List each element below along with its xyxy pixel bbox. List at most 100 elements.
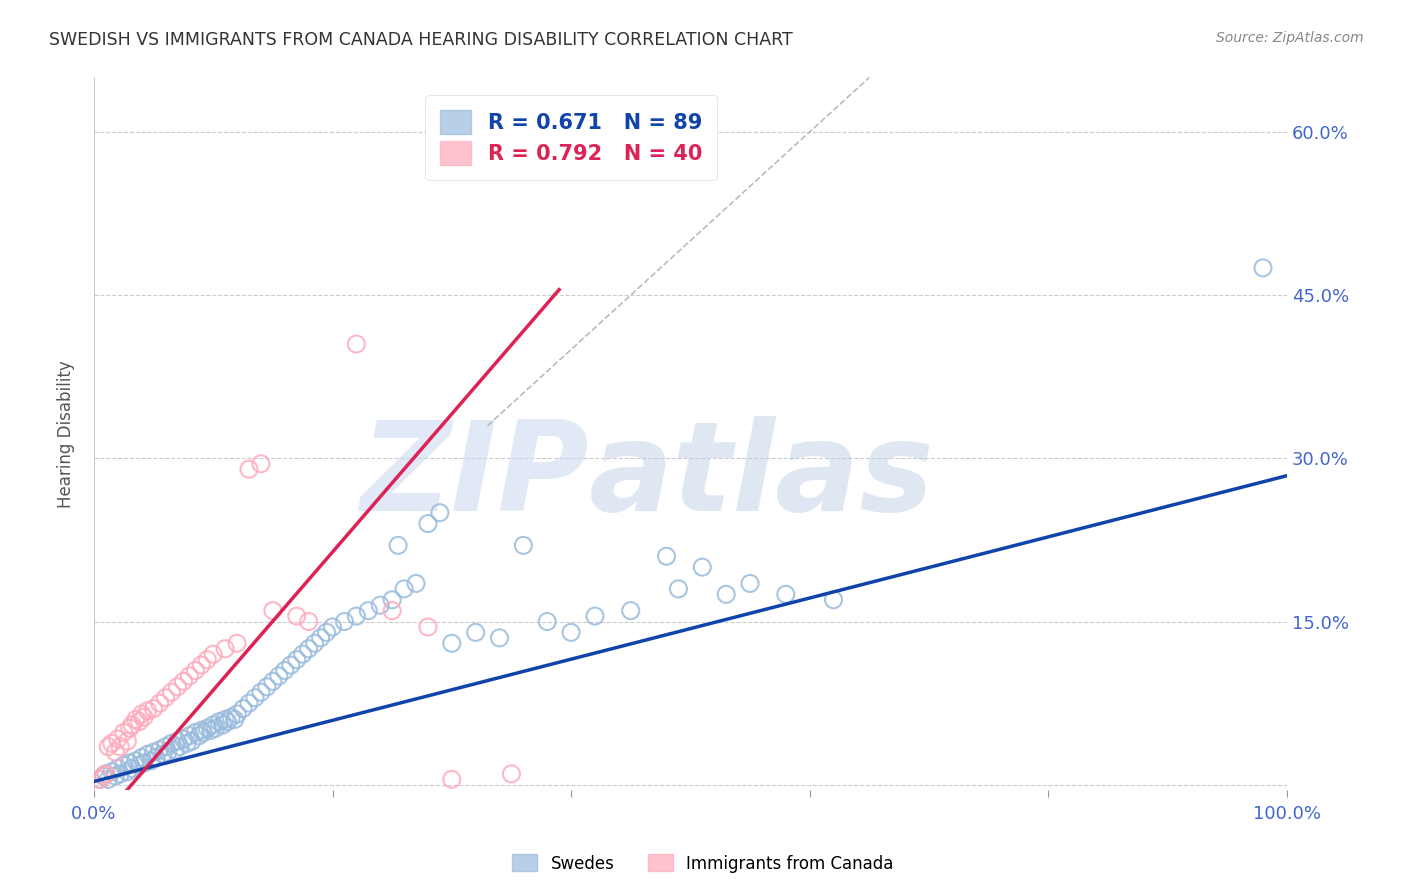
Point [280,658,302,673]
Point [321,620,343,634]
Point [775,587,797,601]
Point [93,769,115,783]
Point [104,769,127,783]
Point [112,758,135,772]
Point [200,723,222,738]
Point [121,718,143,732]
Point [655,549,678,564]
Point [344,609,367,624]
Point [125,713,148,727]
Point [344,337,367,351]
Point [190,723,212,738]
Point [238,696,260,710]
Point [232,701,254,715]
Point [464,625,486,640]
Point [117,734,139,748]
Text: ZIP: ZIP [360,416,589,537]
Point [179,669,201,683]
Point [668,582,690,596]
Point [148,696,170,710]
Point [136,747,159,762]
Point [208,714,231,729]
Point [195,652,218,666]
Point [738,576,761,591]
Point [97,772,120,787]
Point [387,538,409,552]
Point [145,750,167,764]
Point [381,592,404,607]
Point [381,604,404,618]
Point [136,704,159,718]
Text: Source: ZipAtlas.com: Source: ZipAtlas.com [1216,31,1364,45]
Point [89,772,111,787]
Point [226,706,249,721]
Point [112,725,135,739]
Point [211,718,233,732]
Point [148,743,170,757]
Point [155,739,177,754]
Point [501,767,523,781]
Point [583,609,606,624]
Point [429,506,451,520]
Point [250,685,273,699]
Point [692,560,714,574]
Point [184,725,207,739]
Point [89,772,111,787]
Point [107,761,129,775]
Point [304,636,326,650]
Point [128,758,150,772]
Point [262,674,284,689]
Point [142,701,165,715]
Point [101,736,124,750]
Point [118,756,141,770]
Point [125,754,148,768]
Point [405,576,427,591]
Text: atlas: atlas [589,416,935,537]
Point [488,631,510,645]
Point [93,769,115,783]
Point [193,725,215,739]
Y-axis label: Hearing Disability: Hearing Disability [58,360,75,508]
Point [250,457,273,471]
Point [333,615,356,629]
Point [128,714,150,729]
Point [219,710,242,724]
Point [243,690,266,705]
Point [274,664,297,678]
Point [172,732,194,747]
Point [108,767,131,781]
Point [560,625,582,640]
Point [291,647,314,661]
Point [155,690,177,705]
Point [285,609,308,624]
Legend: R = 0.671   N = 89, R = 0.792   N = 40: R = 0.671 N = 89, R = 0.792 N = 40 [426,95,717,179]
Point [166,734,188,748]
Point [187,729,209,743]
Point [132,710,155,724]
Point [298,641,321,656]
Point [94,767,117,781]
Point [160,685,183,699]
Point [176,736,198,750]
Point [131,750,153,764]
Text: SWEDISH VS IMMIGRANTS FROM CANADA HEARING DISABILITY CORRELATION CHART: SWEDISH VS IMMIGRANTS FROM CANADA HEARIN… [49,31,793,49]
Point [357,604,380,618]
Point [238,462,260,476]
Point [180,734,202,748]
Point [142,745,165,759]
Point [214,641,236,656]
Point [152,747,174,762]
Point [184,664,207,678]
Point [262,604,284,618]
Point [224,713,246,727]
Point [160,736,183,750]
Point [512,538,534,552]
Point [267,669,290,683]
Point [714,587,737,601]
Point [298,615,321,629]
Point [190,658,212,673]
Point [132,756,155,770]
Point [214,713,236,727]
Point [104,745,127,759]
Point [131,706,153,721]
